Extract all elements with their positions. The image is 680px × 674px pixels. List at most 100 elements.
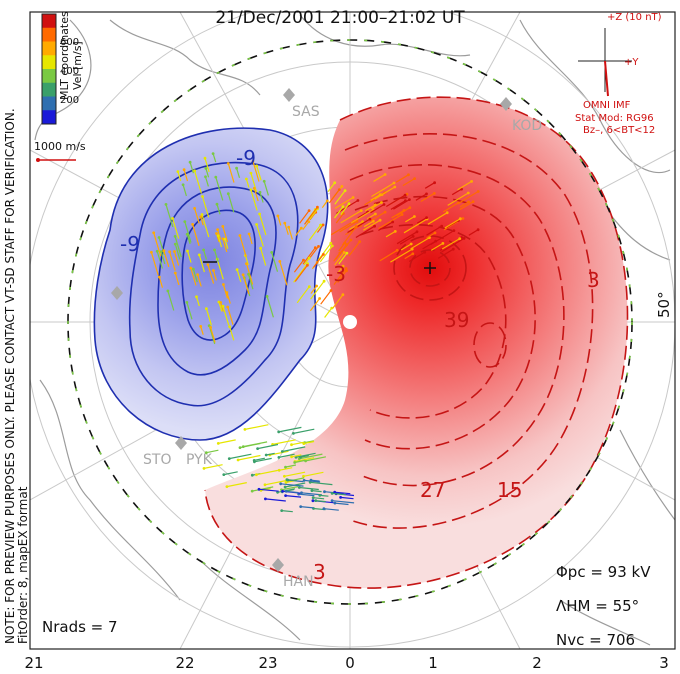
velocity-vector-origin <box>176 170 180 174</box>
site-marker-han <box>272 558 284 572</box>
velocity-vector <box>310 479 320 482</box>
imf-source-label: OMNI IMF <box>583 100 631 111</box>
imf-y-label: +Y <box>624 57 639 68</box>
velocity-vector <box>215 233 220 242</box>
velocity-vector <box>303 440 315 445</box>
velocity-vector-origin <box>283 221 287 225</box>
velocity-vector <box>259 213 267 236</box>
velocity-vector <box>323 508 339 511</box>
velocity-vector-origin <box>247 232 251 236</box>
cross-polar-potential: Φpc = 93 kV <box>556 563 651 581</box>
velocity-vector <box>379 249 398 262</box>
velocity-vector-origin <box>283 474 286 478</box>
velocity-vector <box>284 471 306 477</box>
velocity-vector <box>374 186 396 200</box>
velocity-vector <box>335 213 344 224</box>
velocity-vector <box>334 502 349 506</box>
velocity-vector <box>320 290 332 305</box>
velocity-vector <box>293 263 309 283</box>
velocity-vector-origin <box>341 293 345 297</box>
velocity-vector <box>184 221 192 243</box>
velocity-vector-origin <box>199 325 203 328</box>
velocity-vector <box>212 270 217 281</box>
velocity-vector <box>442 202 459 213</box>
velocity-vector <box>200 216 204 226</box>
mlt-label-3: 3 <box>659 654 669 672</box>
velocity-vector-origin <box>196 273 200 277</box>
velocity-vector-origin <box>290 443 293 447</box>
colorbar-segment <box>42 41 56 56</box>
velocity-vector-origin <box>197 253 201 257</box>
velocity-vector <box>245 178 250 188</box>
velocity-vector <box>256 165 262 181</box>
velocity-vector <box>153 232 162 257</box>
velocity-vector-origin <box>191 223 195 226</box>
velocity-vector-origin <box>425 216 428 220</box>
velocity-vector-origin <box>293 461 297 464</box>
velocity-vector-origin <box>150 250 153 254</box>
velocity-vector <box>286 490 299 494</box>
velocity-vector-origin <box>226 305 230 309</box>
velocity-vector-origin <box>281 489 284 493</box>
velocity-vector-origin <box>330 244 334 248</box>
velocity-vector <box>459 201 469 208</box>
velocity-vector <box>396 231 418 245</box>
velocity-vector-origin <box>185 232 189 236</box>
velocity-vector <box>266 296 274 318</box>
site-marker-sto <box>175 436 187 450</box>
velocity-vector-origin <box>355 220 359 223</box>
velocity-vector-origin <box>344 267 348 270</box>
velocity-vector <box>282 446 306 453</box>
velocity-vector <box>396 207 411 217</box>
velocity-vector-origin <box>152 231 156 235</box>
velocity-vector <box>313 497 325 500</box>
contour-label-pos-3b: 3 <box>313 560 326 584</box>
velocity-vector <box>207 264 215 284</box>
velocity-vector <box>294 264 308 282</box>
velocity-vector-origin <box>226 192 230 196</box>
velocity-vector <box>400 243 412 251</box>
colorbar-segment <box>42 82 56 97</box>
velocity-vector-origin <box>354 225 358 229</box>
velocity-vector-origin <box>333 501 337 505</box>
velocity-vector-origin <box>408 206 412 210</box>
velocity-vector-origin <box>252 459 256 462</box>
latitude-label-50: 50° <box>655 291 673 318</box>
velocity-vector <box>218 439 236 444</box>
velocity-vector-origin <box>209 326 213 329</box>
velocity-vector <box>310 481 333 486</box>
velocity-vector-origin <box>250 473 254 477</box>
velocity-vector <box>192 268 198 283</box>
colorbar-tick-200: 200 <box>60 95 80 106</box>
velocity-vector-origin <box>409 242 413 246</box>
velocity-vector <box>316 224 324 233</box>
velocity-vector-origin <box>193 207 197 210</box>
velocity-vector-origin <box>212 269 215 272</box>
velocity-vector <box>391 209 405 219</box>
velocity-vector-origin <box>162 249 166 253</box>
velocity-vector-origin <box>411 235 415 238</box>
velocity-vector-origin <box>215 232 218 235</box>
velocity-vector <box>264 479 290 486</box>
velocity-vector <box>441 238 461 250</box>
velocity-vector <box>451 188 462 196</box>
velocity-vector <box>174 243 181 260</box>
velocity-vector-origin <box>318 297 321 300</box>
velocity-vector <box>378 221 394 232</box>
contour-label-neg-2: -9 <box>236 146 256 170</box>
velocity-vector-origin <box>245 262 248 266</box>
velocity-vector <box>156 251 163 269</box>
velocity-vector <box>242 274 250 294</box>
velocity-vector-origin <box>440 224 444 228</box>
velocity-vector <box>204 176 209 187</box>
plot-frame <box>29 11 676 650</box>
velocity-vector <box>259 192 264 203</box>
velocity-vector <box>204 158 210 173</box>
velocity-vector-origin <box>374 212 377 216</box>
velocity-vector-origin <box>325 199 329 203</box>
velocity-vector <box>366 213 376 220</box>
velocity-vector-origin <box>225 485 229 488</box>
velocity-vector <box>357 211 369 219</box>
velocity-vector-origin <box>383 173 387 176</box>
velocity-vector-origin <box>206 263 210 266</box>
